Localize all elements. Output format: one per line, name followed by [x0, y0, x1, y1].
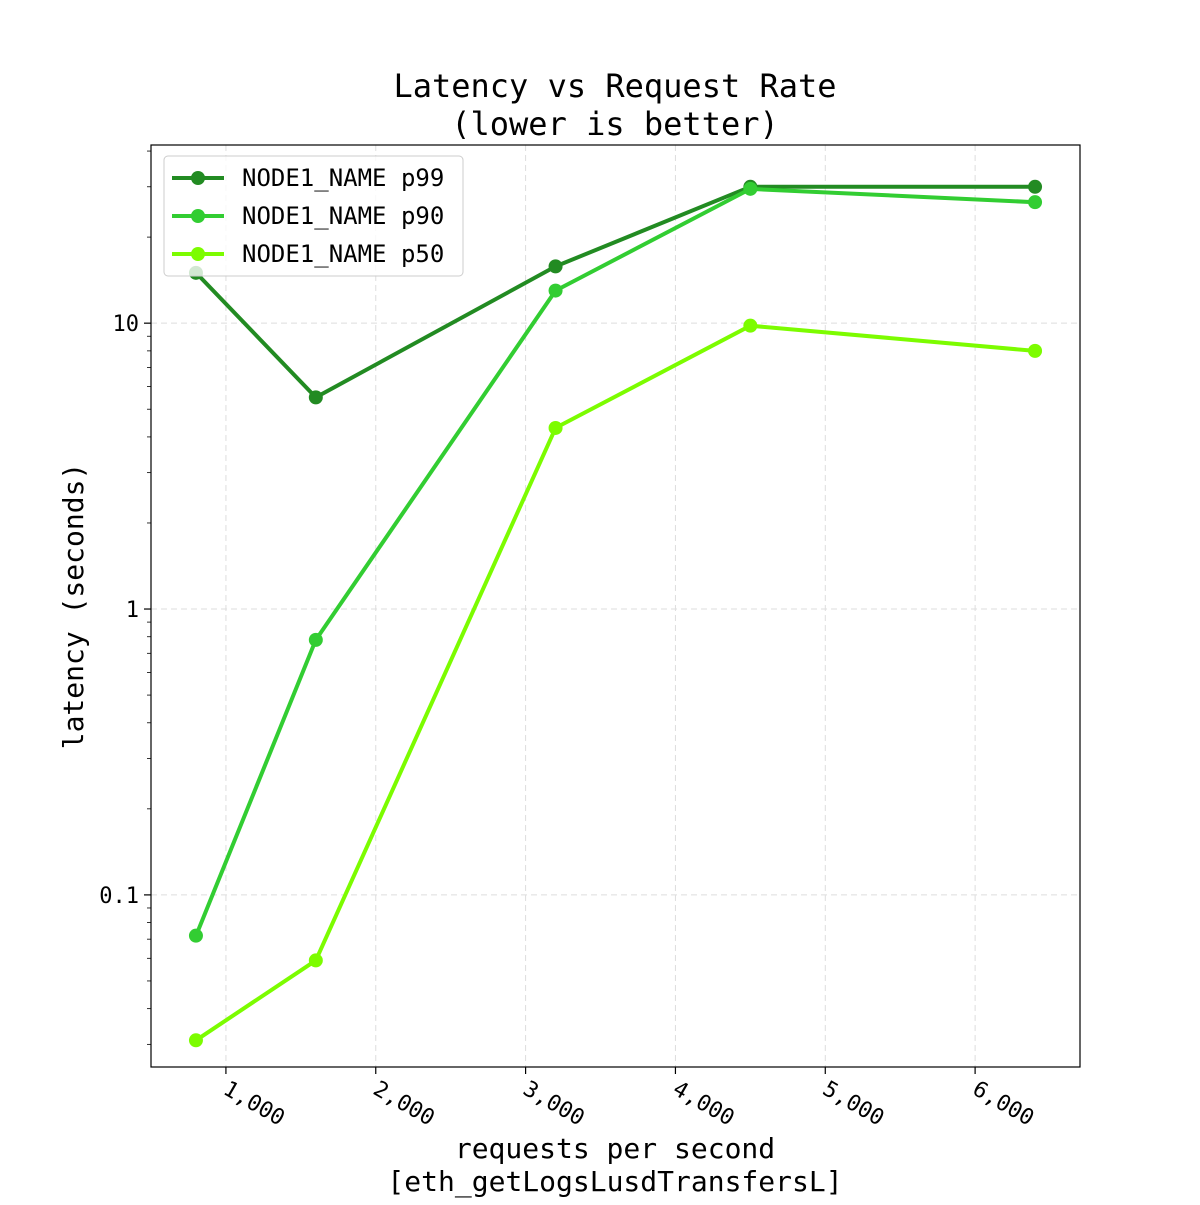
series-2 [188, 318, 1043, 1048]
legend-label: NODE1_NAME p50 [242, 240, 444, 268]
data-point [1028, 343, 1043, 358]
data-point [308, 632, 323, 647]
data-point [1028, 179, 1043, 194]
y-axis-label: latency (seconds) [57, 463, 90, 750]
x-tick-label: 5,000 [818, 1077, 888, 1132]
data-point [188, 928, 203, 943]
legend-box [163, 155, 464, 277]
data-point [743, 181, 758, 196]
data-point [308, 953, 323, 968]
x-axis-label-line-2: [eth_getLogsLusdTransfersL] [387, 1165, 842, 1199]
y-tick-label: 10 [113, 312, 140, 337]
x-tick-label: 1,000 [219, 1077, 289, 1132]
chart-title-line-2: (lower is better) [451, 105, 779, 143]
x-tick-label: 3,000 [519, 1077, 589, 1132]
series-1 [188, 181, 1043, 943]
legend-label: NODE1_NAME p99 [242, 164, 444, 192]
data-point [548, 259, 563, 274]
legend-marker [191, 171, 205, 185]
series-line [194, 323, 1036, 1042]
legend-entry: NODE1_NAME p90 [172, 202, 444, 230]
data-point [548, 283, 563, 298]
legend-entry: NODE1_NAME p50 [172, 240, 444, 268]
data-point [1028, 195, 1043, 210]
legend-entry: NODE1_NAME p99 [172, 164, 444, 192]
legend-marker [191, 209, 205, 223]
x-tick-label: 2,000 [369, 1077, 439, 1132]
y-tick-label: 1 [126, 598, 139, 623]
grid [151, 145, 1080, 1067]
axis-ticks: 1,000 2,000 3,000 4,000 5,000 6,000 0.1 1 10 [99, 150, 1038, 1132]
x-tick-label: 6,000 [968, 1077, 1038, 1132]
legend-label: NODE1_NAME p90 [242, 202, 444, 230]
y-tick-label: 0.1 [99, 884, 139, 909]
data-point [188, 1033, 203, 1048]
series-layer [188, 179, 1043, 1048]
chart-title-line-1: Latency vs Request Rate [393, 67, 836, 105]
legend: NODE1_NAME p99 NODE1_NAME p90 NODE1_NAME p… [163, 155, 464, 277]
x-tick-label: 4,000 [668, 1077, 738, 1132]
plot-frame [150, 144, 1081, 1068]
x-axis-label-line-1: requests per second [455, 1132, 775, 1165]
data-point [308, 390, 323, 405]
data-point [743, 318, 758, 333]
data-point [548, 420, 563, 435]
series-line [194, 186, 1036, 937]
legend-marker [191, 247, 205, 261]
